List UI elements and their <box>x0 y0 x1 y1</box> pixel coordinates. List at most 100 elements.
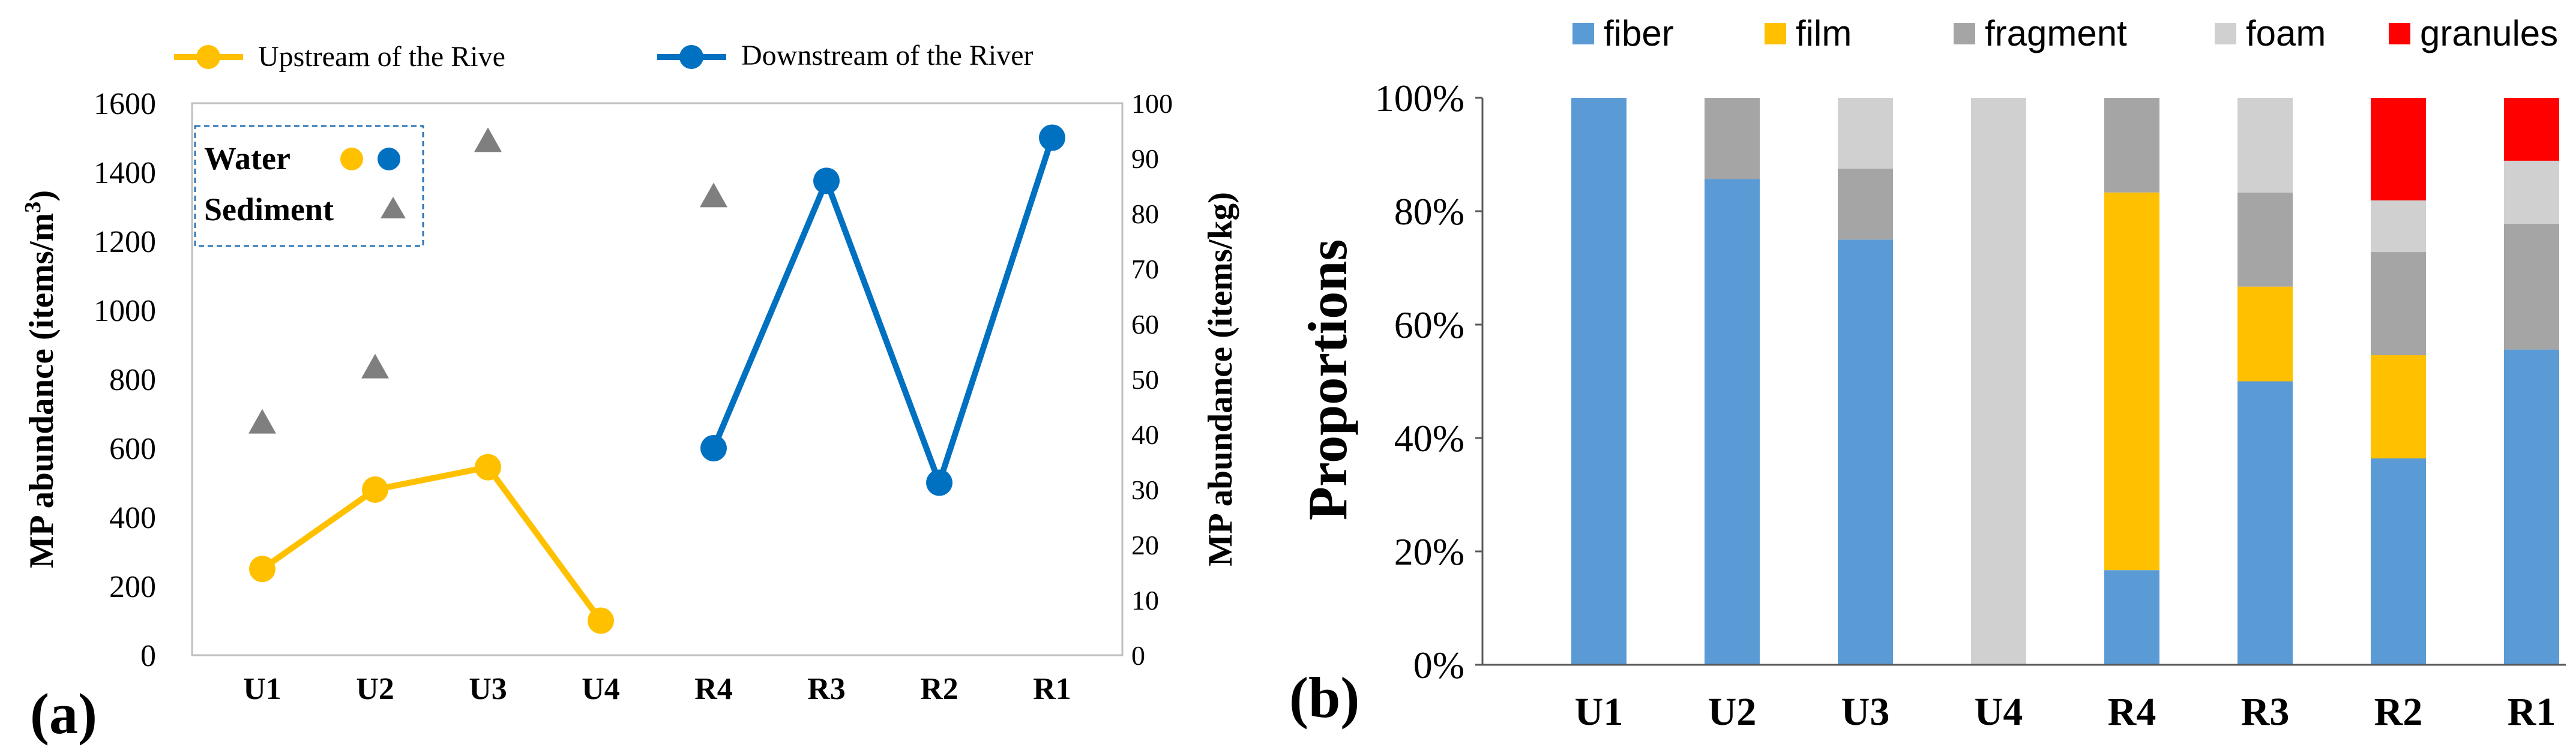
x-b-tick-label-r3: R3 <box>2241 690 2290 734</box>
inset-sediment-marker <box>381 197 406 218</box>
y-left-tick-label: 0 <box>140 639 156 673</box>
y-right-tick-label: 90 <box>1131 143 1159 174</box>
legend-label-fiber: fiber <box>1604 13 1674 53</box>
legend-swatch-granules <box>2389 23 2410 44</box>
x-tick-label-r1: R1 <box>1033 672 1071 706</box>
bar-r1-granules <box>2504 98 2559 161</box>
x-b-tick-label-r4: R4 <box>2108 690 2156 734</box>
upstream-point-u2 <box>362 476 388 503</box>
y-b-tick-label: 20% <box>1394 530 1464 573</box>
x-tick-label-r4: R4 <box>694 672 733 706</box>
inset-legend: Water Sediment <box>194 125 424 247</box>
legend-upstream-marker <box>196 45 220 69</box>
y-b-tick-label: 60% <box>1394 304 1464 346</box>
upstream-point-u3 <box>475 454 501 481</box>
upstream-series-line <box>260 464 604 623</box>
axes-b <box>1481 98 2566 666</box>
legend-swatch-film <box>1765 23 1786 44</box>
y-right-tick-label: 30 <box>1131 475 1159 505</box>
bar-u2-fragment <box>1705 98 1760 179</box>
x-b-tick-label-r2: R2 <box>2374 690 2423 734</box>
bar-r1-foam <box>2504 160 2559 224</box>
bar-r4-film <box>2104 192 2159 571</box>
sediment-marker-u3 <box>474 127 502 152</box>
legend-a: Upstream of the Rive Downstream of the R… <box>174 40 1034 73</box>
y-left-tick-label: 1600 <box>94 87 156 121</box>
bar-r2-fragment <box>2371 252 2426 356</box>
panel-a-line-chart: Upstream of the Rive Downstream of the R… <box>20 40 1239 746</box>
x-tick-label-r3: R3 <box>807 672 846 706</box>
legend-swatch-fiber <box>1572 23 1594 44</box>
legend-b: fiber film fragment foam granules <box>1572 13 2558 53</box>
plot-area-a <box>191 102 1124 656</box>
x-b-tick-label-u3: U3 <box>1841 690 1890 734</box>
downstream-series-line <box>711 136 1055 486</box>
y-left-tick-label: 1200 <box>94 225 156 259</box>
y-right-tick-label: 80 <box>1131 199 1159 229</box>
y-right-tick-label: 10 <box>1131 585 1159 616</box>
x-axis-b-labels: U1 U2 U3 U4 R4 R3 R2 R1 <box>1575 690 2556 734</box>
y-right-tick-label: 100 <box>1131 88 1173 119</box>
y-axis-right-ticks: 0 10 20 30 40 50 60 70 80 90 100 <box>1131 88 1173 671</box>
bar-r1-fiber <box>2504 349 2559 665</box>
y-b-tick-label: 40% <box>1394 417 1464 460</box>
bar-r3-foam <box>2237 98 2293 193</box>
y-right-tick-label: 40 <box>1131 419 1159 450</box>
y-left-tick-label: 600 <box>109 432 156 466</box>
y-axis-b-title: Proportions <box>1297 239 1358 521</box>
panel-a-label: (a) <box>30 682 97 746</box>
legend-swatch-foam <box>2215 23 2236 44</box>
legend-label-foam: foam <box>2246 13 2326 53</box>
upstream-point-u4 <box>588 607 614 634</box>
inset-water-downstream-marker <box>378 148 400 170</box>
downstream-point-r1 <box>1039 124 1065 151</box>
upstream-point-u1 <box>249 556 275 583</box>
bar-u2-fiber <box>1705 179 1760 665</box>
inset-water-label: Water <box>204 140 290 176</box>
bar-r2-film <box>2371 355 2426 459</box>
y-b-tick-label: 80% <box>1394 190 1464 233</box>
bar-r2-fiber <box>2371 458 2426 665</box>
inset-water-upstream-marker <box>340 148 363 170</box>
bar-r2-granules <box>2371 98 2426 201</box>
bar-u3-fiber <box>1838 239 1893 665</box>
inset-legend-box <box>194 125 424 247</box>
bar-u3-fragment <box>1838 169 1893 240</box>
bar-r1-fragment <box>2504 223 2559 350</box>
sediment-marker-u1 <box>248 409 276 434</box>
bar-r3-fragment <box>2237 192 2293 287</box>
legend-downstream-label: Downstream of the River <box>741 40 1034 71</box>
legend-upstream: Upstream of the Rive <box>174 41 505 73</box>
panel-b-stacked-bar-chart: fiber film fragment foam granules 0% 20% 40% 60… <box>1289 13 2566 734</box>
y-right-tick-label: 60 <box>1131 309 1159 340</box>
downstream-point-r3 <box>813 167 840 194</box>
x-tick-label-u2: U2 <box>356 672 394 706</box>
x-b-tick-label-r1: R1 <box>2508 690 2556 734</box>
y-right-tick-label: 70 <box>1131 254 1159 284</box>
x-axis-a-labels: U1 U2 U3 U4 R4 R3 R2 R1 <box>243 672 1071 706</box>
legend-label-granules: granules <box>2420 13 2558 53</box>
sediment-marker-u2 <box>361 353 389 379</box>
bar-r4-fragment <box>2104 98 2159 193</box>
bar-u4-foam <box>1971 98 2026 665</box>
bar-u1-fiber <box>1571 98 1627 665</box>
x-b-tick-label-u4: U4 <box>1975 690 2023 734</box>
y-axis-right-title: MP abundance (items/kg) <box>1202 192 1239 566</box>
y-b-tick-label: 100% <box>1375 77 1464 119</box>
panel-b-label: (b) <box>1289 665 1359 730</box>
legend-downstream-marker <box>679 45 703 69</box>
y-left-tick-label: 400 <box>109 501 156 535</box>
x-tick-label-r2: R2 <box>920 672 958 706</box>
x-b-tick-label-u1: U1 <box>1575 690 1624 734</box>
legend-swatch-fragment <box>1954 23 1975 44</box>
y-left-tick-label: 200 <box>109 570 156 604</box>
y-axis-b-ticks: 0% 20% 40% 60% 80% 100% <box>1375 77 1482 686</box>
y-axis-left-ticks: 0 200 400 600 800 1000 1200 1400 1600 <box>94 87 156 673</box>
bar-u3-foam <box>1838 98 1893 169</box>
y-left-tick-label: 800 <box>109 363 156 397</box>
x-tick-label-u3: U3 <box>469 672 507 706</box>
y-left-tick-label: 1000 <box>94 294 156 328</box>
y-right-tick-label: 20 <box>1131 530 1159 560</box>
bar-r3-fiber <box>2237 381 2293 665</box>
